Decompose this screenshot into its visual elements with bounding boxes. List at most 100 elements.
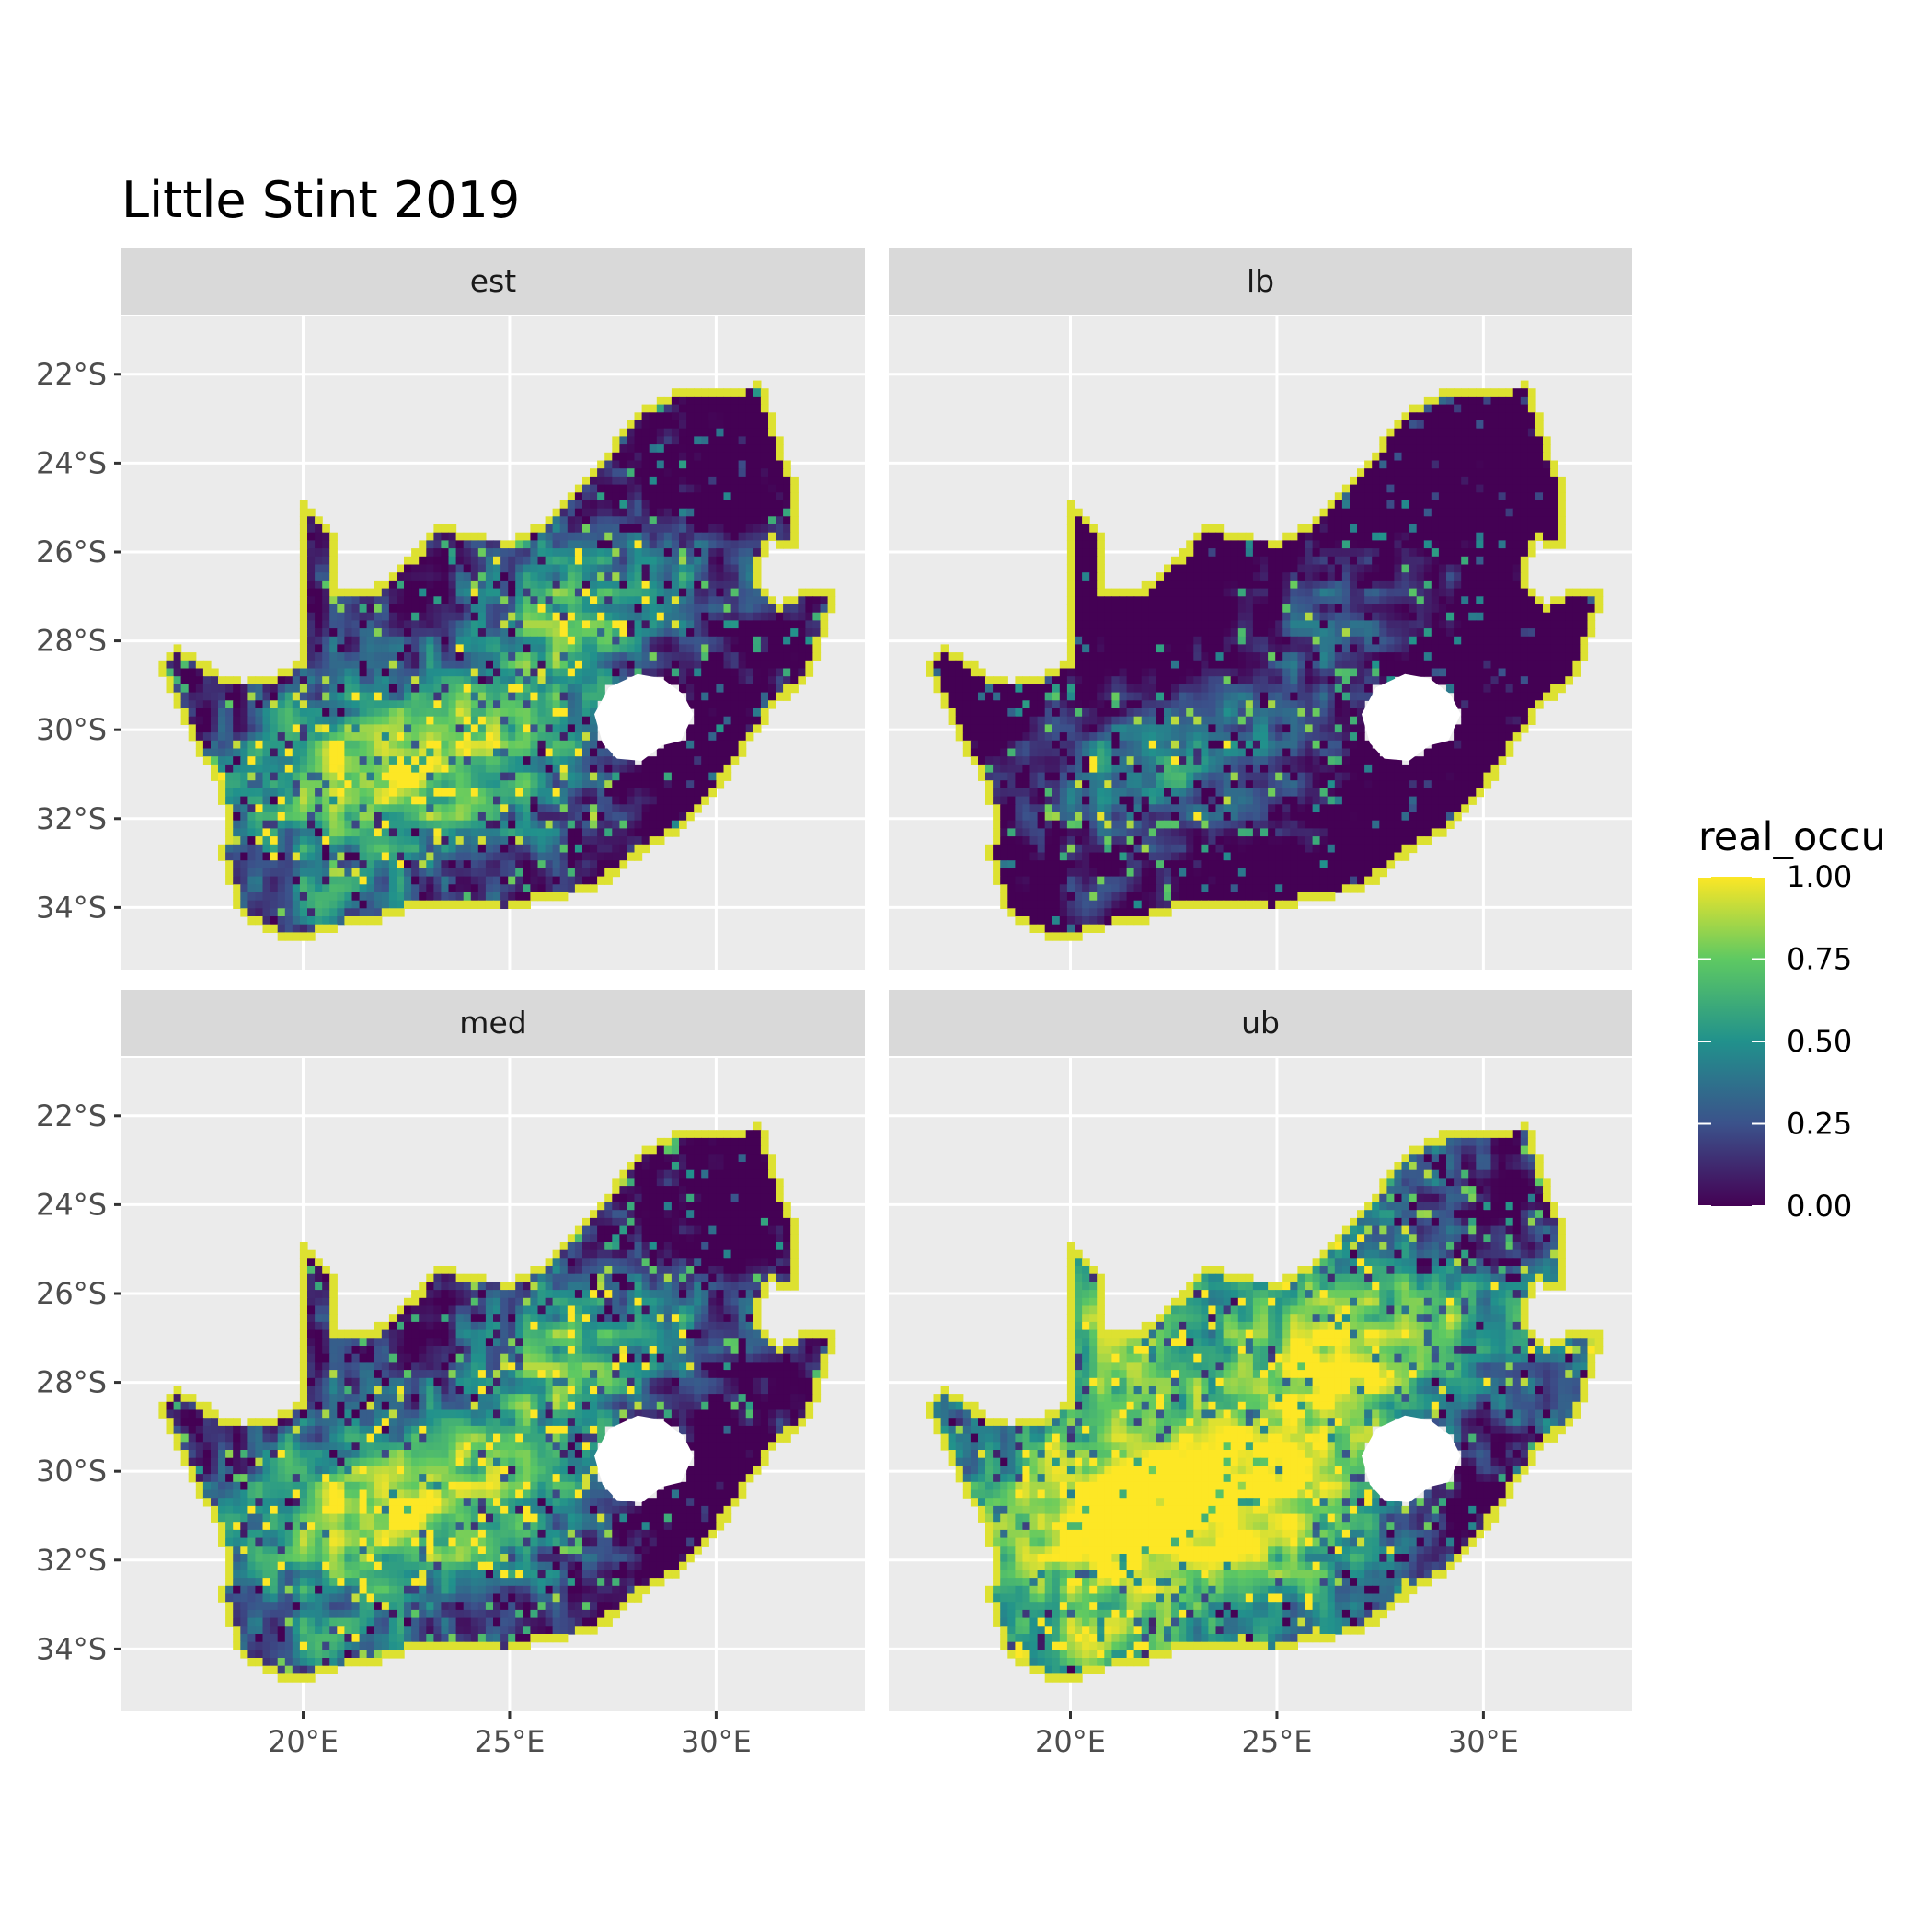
raster-cell: [574, 740, 583, 750]
raster-cell: [582, 492, 591, 501]
raster-cell: [1527, 588, 1536, 597]
raster-cell: [1201, 564, 1210, 573]
raster-cell: [1171, 628, 1179, 638]
raster-cell: [559, 532, 569, 541]
raster-cell: [730, 668, 740, 677]
raster-cell: [730, 700, 740, 709]
raster-cell: [1312, 604, 1321, 614]
raster-cell: [649, 828, 658, 837]
raster-cell: [404, 788, 412, 798]
raster-cell: [760, 444, 769, 454]
raster-cell: [508, 772, 516, 781]
raster-cell: [433, 580, 443, 590]
raster-cell: [463, 596, 472, 605]
raster-cell: [1543, 508, 1551, 517]
raster-cell: [1446, 532, 1455, 541]
raster-cell: [649, 412, 658, 421]
raster-cell: [180, 692, 190, 701]
raster-cell: [776, 508, 784, 517]
raster-cell: [1341, 508, 1351, 517]
raster-cell: [1327, 572, 1336, 581]
raster-cell: [299, 924, 308, 933]
raster-cell: [441, 884, 450, 893]
raster-cell: [1461, 388, 1469, 397]
raster-cell: [671, 620, 680, 629]
raster-cell: [634, 412, 643, 421]
raster-cell: [397, 748, 405, 757]
raster-cell: [1350, 612, 1358, 621]
raster-cell: [448, 788, 457, 798]
raster-cell: [307, 588, 316, 597]
raster-cell: [1268, 572, 1276, 581]
raster-cell: [656, 516, 665, 525]
raster-cell: [1179, 644, 1187, 653]
raster-cell: [552, 516, 561, 525]
raster-cell: [351, 668, 361, 677]
raster-cell: [567, 836, 576, 845]
raster-cell: [1186, 564, 1194, 573]
raster-cell: [1357, 596, 1365, 605]
raster-cell: [1535, 436, 1544, 445]
raster-cell: [411, 652, 420, 661]
raster-cell: [656, 612, 665, 621]
raster-cell: [351, 708, 361, 718]
raster-cell: [1171, 588, 1179, 597]
raster-cell: [582, 788, 591, 798]
raster-cell: [694, 588, 702, 597]
raster-cell: [500, 660, 509, 670]
raster-cell: [723, 684, 732, 694]
raster-cell: [656, 604, 665, 614]
raster-cell: [694, 564, 702, 573]
raster-cell: [381, 876, 390, 885]
raster-cell: [723, 740, 732, 750]
raster-cell: [1446, 476, 1455, 486]
raster-cell: [448, 540, 457, 549]
raster-cell: [433, 604, 443, 614]
raster-cell: [940, 644, 949, 653]
raster-cell: [455, 772, 465, 781]
raster-cell: [679, 500, 687, 510]
raster-cell: [716, 468, 725, 477]
raster-cell: [1461, 540, 1469, 549]
raster-cell: [753, 412, 762, 421]
raster-cell: [329, 796, 338, 805]
raster-cell: [812, 644, 822, 653]
raster-cell: [404, 756, 412, 765]
raster-cell: [255, 804, 264, 813]
raster-cell: [218, 684, 226, 694]
raster-cell: [374, 684, 383, 694]
raster-cell: [760, 468, 769, 477]
raster-cell: [523, 804, 531, 813]
raster-cell: [783, 508, 791, 517]
raster-cell: [627, 556, 636, 566]
raster-cell: [760, 388, 769, 397]
raster-cell: [701, 468, 709, 477]
raster-cell: [1201, 652, 1210, 661]
raster-cell: [1401, 556, 1410, 566]
raster-cell: [537, 628, 546, 638]
raster-cell: [233, 884, 241, 893]
raster-cell: [1386, 524, 1396, 534]
raster-cell: [582, 860, 591, 869]
raster-cell: [247, 692, 257, 701]
raster-cell: [426, 724, 434, 733]
raster-cell: [1461, 396, 1469, 406]
raster-cell: [419, 892, 427, 902]
raster-cell: [1423, 532, 1432, 541]
raster-cell: [485, 620, 494, 629]
raster-cell: [374, 748, 383, 757]
raster-cell: [649, 508, 658, 517]
raster-cell: [397, 780, 405, 789]
raster-cell: [604, 876, 613, 885]
raster-cell: [574, 580, 583, 590]
raster-cell: [1164, 580, 1172, 590]
raster-cell: [604, 612, 613, 621]
raster-cell: [948, 652, 957, 661]
raster-cell: [508, 588, 516, 597]
raster-cell: [477, 540, 487, 549]
raster-cell: [671, 564, 680, 573]
raster-cell: [537, 764, 546, 774]
raster-cell: [315, 692, 323, 701]
raster-cell: [307, 572, 316, 581]
raster-cell: [1164, 588, 1172, 597]
